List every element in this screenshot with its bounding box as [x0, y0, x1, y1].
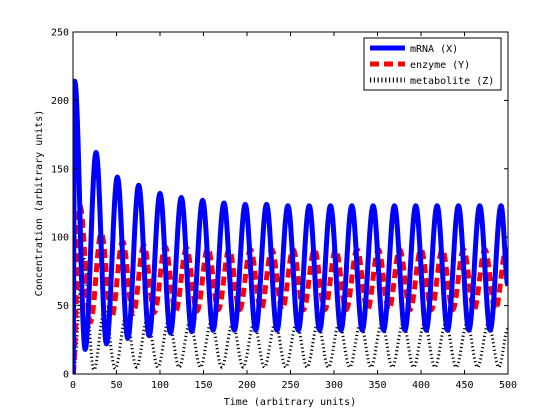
x-axis-label: Time (arbitrary units): [224, 397, 356, 408]
y-tick-label: 250: [51, 28, 69, 39]
x-tick-label: 0: [70, 380, 76, 391]
x-tick-label: 450: [455, 380, 473, 391]
legend-label-mrna: mRNA (X): [410, 44, 458, 55]
y-tick-label: 50: [57, 301, 69, 312]
x-tick-label: 350: [368, 380, 386, 391]
legend: mRNA (X) enzyme (Y) metabolite (Z): [363, 37, 502, 91]
y-tick-label: 150: [51, 164, 69, 175]
legend-label-metabolite: metabolite (Z): [410, 76, 494, 87]
x-tick-label: 250: [281, 380, 299, 391]
x-axis: 0 50 100 150 200 250 300 350 400 450 500: [70, 32, 517, 391]
y-tick-label: 200: [51, 96, 69, 107]
x-tick-label: 100: [151, 380, 169, 391]
y-axis: 0 50 100 150 200 250: [51, 28, 508, 381]
y-tick-label: 0: [63, 370, 69, 381]
x-tick-label: 400: [412, 380, 430, 391]
x-tick-label: 50: [110, 380, 122, 391]
y-axis-label: Concentration (arbitrary units): [34, 110, 45, 297]
x-tick-label: 150: [194, 380, 212, 391]
legend-label-enzyme: enzyme (Y): [410, 60, 470, 71]
series-layer: [73, 78, 508, 374]
x-tick-label: 200: [238, 380, 256, 391]
y-tick-label: 100: [51, 233, 69, 244]
x-tick-label: 300: [325, 380, 343, 391]
series-line-mrna: [73, 78, 508, 374]
x-tick-label: 500: [499, 380, 517, 391]
